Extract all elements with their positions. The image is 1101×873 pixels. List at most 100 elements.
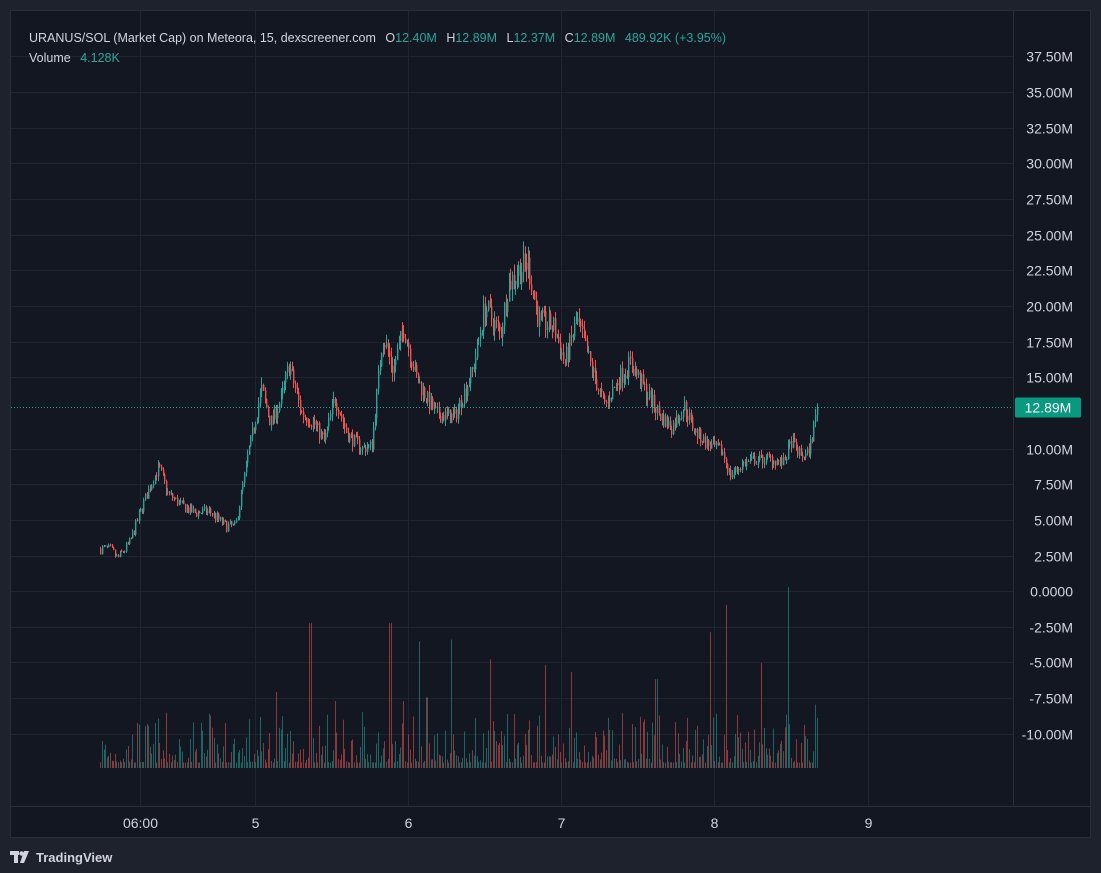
candle-body (212, 513, 214, 516)
volume-bar (113, 761, 114, 768)
y-tick-label: 5.00M (1034, 513, 1073, 529)
volume-bar (341, 754, 342, 768)
volume-bar (351, 740, 352, 768)
volume-bar (587, 762, 588, 768)
volume-bar (365, 758, 366, 768)
y-tick-label: 2.50M (1034, 549, 1073, 565)
candle-body (373, 427, 375, 450)
candle-body (148, 488, 150, 499)
volume-bar (324, 762, 325, 768)
candle-body (210, 508, 212, 514)
candle-body (761, 454, 763, 456)
candle-body (799, 448, 801, 456)
volume-bar (557, 759, 558, 768)
candle-body (305, 417, 307, 419)
volume-bar (212, 727, 213, 768)
volume-bar (608, 717, 609, 768)
volume-bar (477, 756, 478, 768)
volume-bar (518, 742, 519, 768)
volume-bar (151, 753, 152, 768)
candle-body (461, 400, 463, 408)
candle-body (431, 398, 433, 410)
candle-body (517, 276, 519, 282)
volume-bar (202, 730, 203, 768)
volume-bar (434, 735, 435, 768)
candle-body (316, 424, 318, 426)
volume-bar (490, 659, 491, 768)
candle-body (207, 510, 209, 514)
candle-body (663, 415, 665, 427)
candle-body (502, 326, 504, 337)
candle-body (553, 318, 555, 330)
candle-body (416, 364, 418, 375)
volume-bar (651, 762, 652, 768)
candle-body (705, 436, 707, 449)
candle-body (279, 403, 281, 412)
candle-body (601, 388, 603, 393)
volume-bar (697, 725, 698, 768)
volume-bar (762, 744, 763, 768)
volume-bar (269, 732, 270, 768)
volume-bar (209, 713, 210, 768)
candle-body (311, 425, 313, 427)
volume-bar (770, 755, 771, 768)
volume-bar (392, 744, 393, 768)
volume-bar (474, 755, 475, 768)
volume-bar (336, 732, 337, 768)
volume-bar (100, 762, 101, 768)
chart-frame[interactable]: 37.50M 35.00M 32.50M 30.00M 27.50M 25.00M 22.5… (10, 10, 1091, 838)
candle-body (644, 383, 646, 385)
volume-bar (263, 743, 264, 768)
volume-bar (558, 734, 559, 768)
candle-body (659, 405, 661, 414)
volume-bar (590, 761, 591, 768)
candle-body (464, 388, 466, 405)
candle-body (183, 500, 185, 505)
candle-body (815, 415, 817, 423)
candle-body (282, 387, 284, 394)
volume-bar (419, 641, 420, 768)
candle-body (729, 469, 731, 473)
candle-body (217, 513, 219, 521)
candle-body (340, 414, 342, 416)
volume-bar (504, 735, 505, 768)
volume-bar (354, 762, 355, 768)
candle-body (694, 428, 696, 433)
candle-body (536, 299, 538, 306)
volume-bar (242, 748, 243, 768)
volume-bar (683, 747, 684, 768)
volume-bar (187, 762, 188, 768)
candle-body (735, 466, 737, 473)
x-tick-label: 06:00 (123, 815, 158, 831)
candle-body (209, 508, 211, 511)
candle-body (523, 253, 525, 273)
footer-brand[interactable]: TradingView (36, 849, 113, 865)
tradingview-logo-icon[interactable] (10, 850, 30, 864)
candle-body (403, 333, 405, 339)
candle-body (472, 367, 474, 370)
candle-body (392, 365, 394, 374)
volume-bar (796, 739, 797, 768)
candle-body (215, 513, 217, 521)
volume-bar (676, 762, 677, 768)
volume-bar (411, 762, 412, 768)
volume-bar (459, 762, 460, 768)
volume-bar (585, 762, 586, 768)
volume-bar (309, 623, 310, 768)
candle-body (321, 432, 323, 439)
y-tick-label: -5.00M (1029, 655, 1073, 671)
candle-body (493, 319, 495, 332)
candle-body (408, 342, 410, 349)
candlestick-chart[interactable]: 37.50M 35.00M 32.50M 30.00M 27.50M 25.00M 22.5… (11, 11, 1090, 837)
volume-bar (536, 762, 537, 768)
y-tick-label: -2.50M (1029, 620, 1073, 636)
last-price-tag-label: 12.89M (1025, 400, 1072, 416)
candle-body (177, 497, 179, 506)
candle-body (289, 365, 291, 375)
candle-body (544, 310, 546, 312)
volume-bar (466, 758, 467, 768)
volume-bar (437, 733, 438, 768)
candle-body (451, 413, 453, 424)
candle-body (384, 345, 386, 348)
volume-bar (163, 750, 164, 768)
